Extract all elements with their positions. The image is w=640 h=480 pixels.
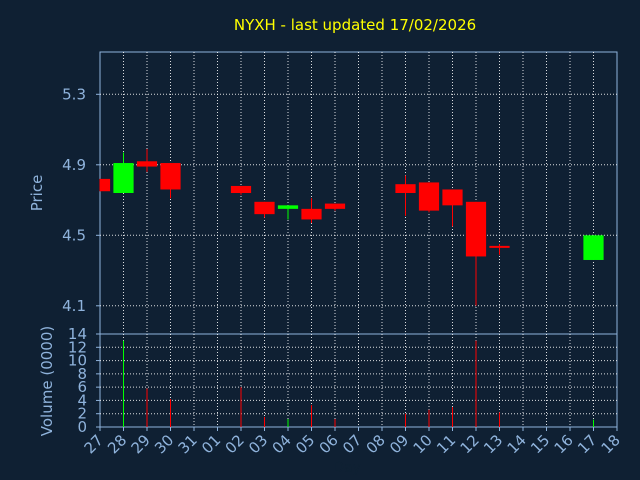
candle-body <box>442 189 463 206</box>
volume-bars <box>123 340 594 427</box>
candle-body <box>277 205 299 209</box>
volume-y-tick-label: 12 <box>68 338 87 356</box>
candle-body <box>583 235 604 260</box>
price-y-tick-label: 4.1 <box>62 297 86 315</box>
price-panel: 4.1 4.5 4.9 5.3 Price <box>28 51 618 335</box>
price-grid <box>100 52 617 334</box>
volume-y-tick-label: 14 <box>68 325 87 343</box>
candle-body <box>324 203 346 209</box>
price-axis-label: Price <box>28 175 46 212</box>
candle-body <box>230 185 252 193</box>
price-y-tick-label: 4.9 <box>62 156 86 174</box>
volume-y-tick-label: 0 <box>77 418 87 436</box>
candle-body <box>254 201 275 215</box>
volume-y-tick-label: 8 <box>77 365 87 383</box>
x-axis-label: Day <box>333 460 361 476</box>
chart-title: NYXH - last updated 17/02/2026 <box>234 16 476 34</box>
volume-y-tick-label: 2 <box>77 405 87 423</box>
price-y-tick-label: 5.3 <box>62 85 86 103</box>
candle-body <box>136 161 158 167</box>
candle-body <box>160 163 181 190</box>
volume-grid <box>100 334 617 427</box>
candles <box>99 148 604 306</box>
volume-y-tick-label: 10 <box>68 352 87 370</box>
candle-body <box>100 178 111 192</box>
price-y-tick-label: 4.5 <box>62 226 86 244</box>
candle-body <box>418 182 440 211</box>
price-y-ticks: 4.1 4.5 4.9 5.3 <box>62 85 100 315</box>
volume-y-tick-label: 4 <box>77 391 87 409</box>
candle-body <box>113 163 134 193</box>
volume-y-tick-label: 6 <box>77 378 87 396</box>
volume-plot-area <box>99 333 618 428</box>
candle-body <box>301 208 322 220</box>
candle-body <box>465 201 487 257</box>
volume-axis-label: Volume (0000) <box>38 326 56 436</box>
candle-body <box>395 184 416 193</box>
candle-body <box>489 245 510 248</box>
